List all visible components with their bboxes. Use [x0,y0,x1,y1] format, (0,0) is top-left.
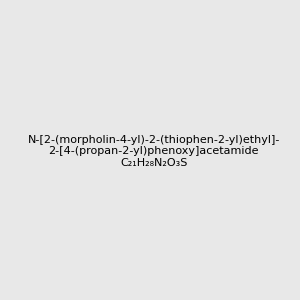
Text: N-[2-(morpholin-4-yl)-2-(thiophen-2-yl)ethyl]-
2-[4-(propan-2-yl)phenoxy]acetami: N-[2-(morpholin-4-yl)-2-(thiophen-2-yl)e… [28,135,280,168]
